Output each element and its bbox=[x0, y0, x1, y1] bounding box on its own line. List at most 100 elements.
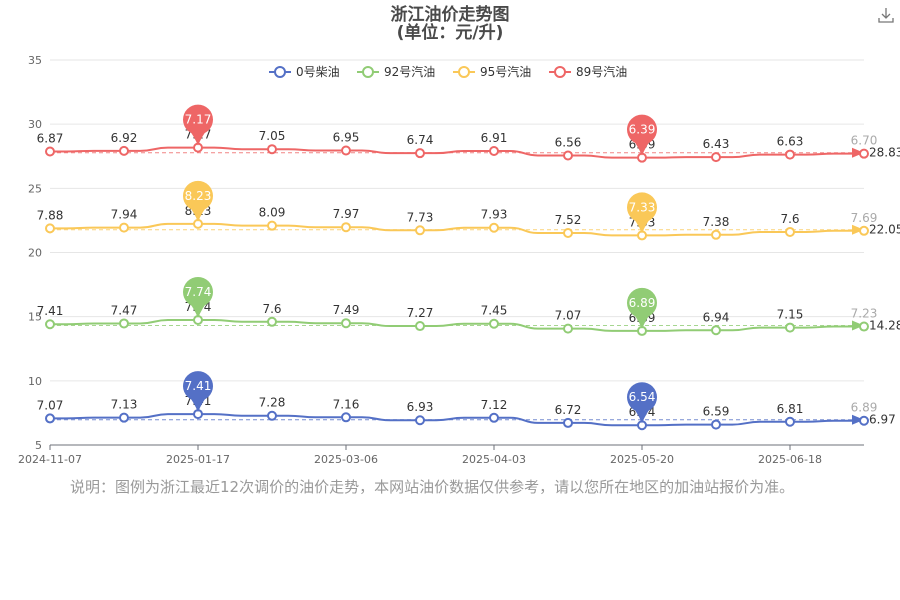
data-point[interactable] bbox=[267, 410, 277, 421]
data-label: 7.97 bbox=[333, 207, 360, 221]
min-pin: 7.33 bbox=[627, 192, 657, 234]
series-lines: 6.97 7.07 7.13 7.41 7.28 7.16 6.93 7.12 6.72 6.54… bbox=[37, 128, 900, 431]
data-point[interactable] bbox=[341, 412, 351, 423]
legend-marker bbox=[362, 66, 374, 78]
data-label: 6.59 bbox=[703, 405, 730, 419]
data-point[interactable] bbox=[711, 325, 721, 336]
data-point[interactable] bbox=[711, 152, 721, 163]
data-point[interactable] bbox=[267, 144, 277, 155]
data-point[interactable] bbox=[563, 227, 573, 238]
average-arrow bbox=[852, 320, 864, 331]
data-label: 7.41 bbox=[37, 304, 64, 318]
legend-item-3[interactable]: 95号汽油 bbox=[453, 64, 531, 79]
data-point[interactable] bbox=[341, 145, 351, 156]
data-point[interactable] bbox=[489, 145, 499, 156]
data-point[interactable] bbox=[119, 412, 129, 423]
chart-title: 浙江油价走势图 bbox=[391, 4, 510, 25]
data-point[interactable] bbox=[859, 415, 869, 426]
pin-head bbox=[627, 192, 657, 223]
data-point[interactable] bbox=[415, 225, 425, 236]
x-tick-label: 2025-03-06 bbox=[314, 453, 378, 466]
data-point[interactable] bbox=[489, 222, 499, 233]
legend[interactable]: 0号柴油 92号汽油 95号汽油 89号汽油 bbox=[269, 64, 627, 79]
pin-head bbox=[183, 104, 213, 135]
data-point[interactable] bbox=[267, 316, 277, 327]
data-label: 6.87 bbox=[37, 132, 64, 146]
data-label: 7.13 bbox=[111, 398, 138, 412]
legend-item-2[interactable]: 92号汽油 bbox=[357, 64, 435, 79]
series-line bbox=[50, 319, 864, 332]
data-point[interactable] bbox=[45, 319, 55, 330]
data-label: 7.6 bbox=[780, 212, 799, 226]
data-label: 7.16 bbox=[333, 397, 360, 411]
data-point[interactable] bbox=[859, 225, 869, 236]
pin-label: 6.54 bbox=[629, 390, 656, 404]
data-label: 7.07 bbox=[555, 309, 582, 323]
x-tick-label: 2025-04-03 bbox=[462, 453, 526, 466]
data-point[interactable] bbox=[785, 322, 795, 333]
pin-label: 7.17 bbox=[185, 113, 212, 127]
x-tick-label: 2025-05-20 bbox=[610, 453, 674, 466]
data-label: 6.95 bbox=[333, 130, 360, 144]
data-point[interactable] bbox=[119, 222, 129, 233]
data-label: 7.38 bbox=[703, 215, 730, 229]
data-point[interactable] bbox=[341, 222, 351, 233]
data-point[interactable] bbox=[415, 321, 425, 332]
x-tick-label: 2025-06-18 bbox=[758, 453, 822, 466]
data-point[interactable] bbox=[119, 145, 129, 156]
data-label: 7.27 bbox=[407, 306, 434, 320]
data-label: 7.6 bbox=[262, 302, 281, 316]
data-point[interactable] bbox=[563, 417, 573, 428]
min-pin: 6.39 bbox=[627, 114, 657, 156]
average-arrow bbox=[852, 414, 864, 425]
data-label: 7.73 bbox=[407, 210, 434, 224]
data-label: 6.93 bbox=[407, 400, 434, 414]
data-point[interactable] bbox=[785, 416, 795, 427]
legend-item-4[interactable]: 89号汽油 bbox=[549, 64, 627, 79]
data-point[interactable] bbox=[341, 318, 351, 329]
data-label: 7.94 bbox=[111, 208, 138, 222]
average-label: 22.05 bbox=[869, 223, 900, 237]
series-4: 28.836.876.927.177.056.956.746.916.566.3… bbox=[37, 128, 900, 163]
legend-marker bbox=[458, 66, 470, 78]
y-tick-label: 20 bbox=[28, 247, 42, 260]
data-point[interactable] bbox=[415, 148, 425, 159]
y-tick-label: 10 bbox=[28, 375, 42, 388]
data-point[interactable] bbox=[563, 323, 573, 334]
data-label: 6.91 bbox=[481, 131, 508, 145]
data-point[interactable] bbox=[45, 146, 55, 157]
pin-head bbox=[183, 277, 213, 308]
average-arrow bbox=[852, 224, 864, 235]
min-pin: 6.89 bbox=[627, 287, 657, 329]
data-point[interactable] bbox=[711, 419, 721, 430]
legend-label: 0号柴油 bbox=[296, 65, 340, 79]
data-point[interactable] bbox=[45, 413, 55, 424]
y-tick-label: 15 bbox=[28, 311, 42, 324]
data-label: 7.15 bbox=[777, 308, 804, 322]
max-pin: 7.74 bbox=[183, 277, 213, 319]
data-point[interactable] bbox=[563, 150, 573, 161]
data-point[interactable] bbox=[415, 415, 425, 426]
data-label: 8.09 bbox=[259, 206, 286, 220]
y-tick-label: 5 bbox=[35, 439, 42, 452]
data-point[interactable] bbox=[489, 412, 499, 423]
data-point[interactable] bbox=[785, 226, 795, 237]
data-point[interactable] bbox=[489, 318, 499, 329]
average-label: 14.28 bbox=[869, 319, 900, 333]
data-point[interactable] bbox=[785, 149, 795, 160]
data-point[interactable] bbox=[119, 318, 129, 329]
legend-marker bbox=[554, 66, 566, 78]
data-point[interactable] bbox=[859, 321, 869, 332]
legend-item-1[interactable]: 0号柴油 bbox=[269, 65, 340, 79]
data-point[interactable] bbox=[711, 229, 721, 240]
legend-label: 89号汽油 bbox=[576, 64, 627, 79]
data-label: 7.23 bbox=[851, 307, 878, 321]
data-point[interactable] bbox=[859, 148, 869, 159]
series-line bbox=[50, 222, 864, 237]
data-point[interactable] bbox=[267, 220, 277, 231]
data-point[interactable] bbox=[45, 223, 55, 234]
download-icon[interactable] bbox=[877, 6, 895, 24]
grid-lines bbox=[50, 59, 864, 382]
legend-marker bbox=[274, 66, 286, 78]
